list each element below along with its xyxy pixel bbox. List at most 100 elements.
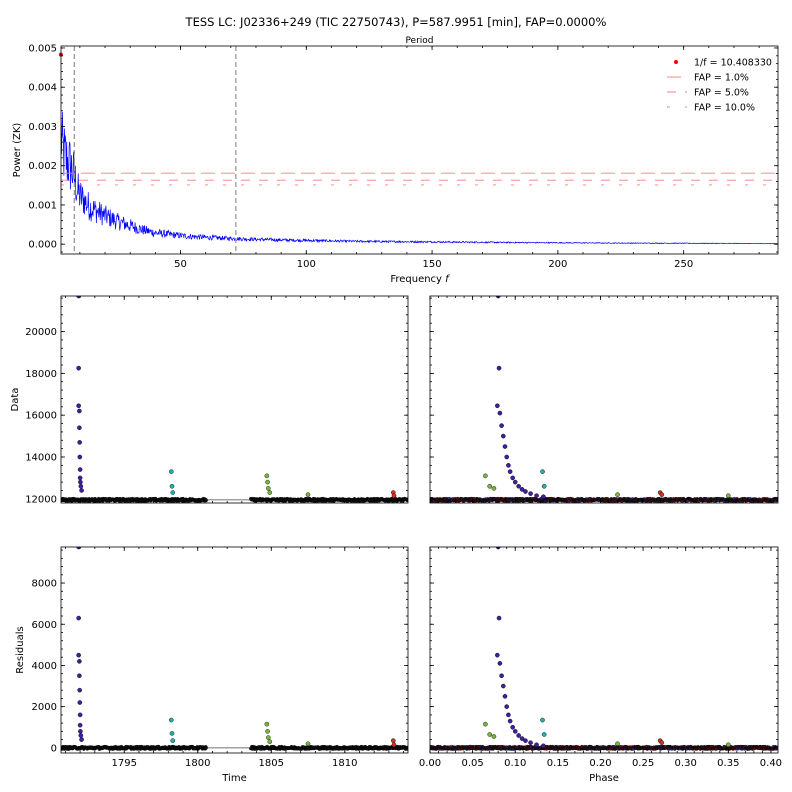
data-point bbox=[491, 486, 497, 491]
data-point bbox=[507, 469, 513, 474]
data-point bbox=[168, 717, 174, 723]
y-axis-label: Data bbox=[10, 388, 21, 412]
data-point bbox=[77, 425, 82, 431]
axes-frame bbox=[429, 546, 779, 754]
x-tick-label: 0.05 bbox=[461, 758, 483, 769]
data-point bbox=[528, 740, 533, 746]
data-point bbox=[77, 408, 82, 414]
data-point bbox=[391, 493, 397, 498]
y-tick-label: 0.000 bbox=[28, 240, 57, 251]
data-point bbox=[77, 454, 83, 460]
x-axis-label: Phase bbox=[589, 773, 619, 784]
data-point bbox=[264, 721, 270, 727]
data-point bbox=[266, 486, 271, 491]
data-point bbox=[502, 444, 508, 449]
data-point bbox=[506, 463, 511, 468]
data-point bbox=[541, 732, 547, 737]
x-tick-label: 150 bbox=[423, 259, 442, 270]
data-point bbox=[76, 652, 81, 658]
y-tick-label: 18000 bbox=[25, 369, 57, 380]
x-tick-label: 1795 bbox=[111, 758, 136, 769]
x-tick-label: 200 bbox=[548, 259, 567, 270]
data-point bbox=[77, 659, 82, 664]
data-point bbox=[76, 296, 81, 299]
x-tick-label: 50 bbox=[174, 259, 187, 270]
x-tick-label: 0.20 bbox=[589, 758, 611, 769]
data-point bbox=[615, 492, 620, 497]
data-point bbox=[541, 483, 547, 489]
data-point bbox=[76, 365, 81, 371]
x-tick-label: 100 bbox=[297, 259, 316, 270]
data-point bbox=[499, 423, 504, 428]
residuals-vs-phase-panel: 0.00 0.05 0.10 0.15 0.20 0.25 0.30 0.35 0.40 Phas… bbox=[419, 546, 782, 784]
data-point bbox=[77, 467, 83, 472]
data-point bbox=[79, 737, 84, 742]
data-point bbox=[78, 483, 84, 489]
data-point bbox=[266, 735, 271, 740]
data-point bbox=[487, 483, 492, 489]
y-tick-label: 16000 bbox=[25, 411, 57, 422]
y-tick-label: 6000 bbox=[32, 620, 57, 631]
plot-area bbox=[430, 547, 778, 751]
x-tick-label: 0.00 bbox=[419, 758, 441, 769]
data-point bbox=[528, 491, 533, 496]
residuals-vs-time-panel: 1795 1800 1805 1810 0 2000 4000 6000 8000 Time Res… bbox=[15, 546, 409, 784]
x-tick-label: 250 bbox=[674, 259, 693, 270]
data-point bbox=[76, 615, 81, 621]
legend: 1/f = 10.408330 FAP = 1.0% FAP = 5.0% FAP =… bbox=[667, 58, 772, 114]
data-point bbox=[267, 739, 273, 744]
data-point bbox=[615, 741, 620, 747]
data-point bbox=[496, 615, 502, 621]
period-axis-label: Period bbox=[405, 36, 433, 46]
x-tick-label: 0.15 bbox=[547, 758, 569, 769]
data-point bbox=[504, 454, 510, 460]
data-point bbox=[77, 440, 82, 445]
data-point bbox=[500, 433, 506, 439]
data-point bbox=[79, 488, 84, 493]
data-point bbox=[78, 479, 83, 485]
y-axis-label: Power (ZK) bbox=[12, 123, 23, 178]
data-point bbox=[516, 483, 521, 489]
x-tick-label: 1800 bbox=[185, 758, 210, 769]
data-point bbox=[391, 742, 397, 748]
legend-entry-2: FAP = 1.0% bbox=[694, 73, 749, 84]
plot-area bbox=[61, 46, 778, 254]
y-tick-label: 0.004 bbox=[28, 83, 57, 94]
data-point bbox=[169, 731, 175, 736]
x-tick-label: 0.25 bbox=[632, 758, 654, 769]
x-tick-label: 0.40 bbox=[760, 758, 782, 769]
data-point bbox=[77, 687, 82, 693]
data-point bbox=[504, 704, 510, 709]
data-point bbox=[483, 721, 488, 727]
data-point bbox=[540, 717, 545, 723]
data-point bbox=[519, 736, 525, 741]
axes-frame bbox=[429, 295, 779, 504]
data-point bbox=[77, 673, 82, 679]
data-point bbox=[77, 722, 83, 728]
baseline-point bbox=[405, 497, 408, 502]
data-point bbox=[500, 683, 506, 689]
x-axis-label: Time bbox=[221, 773, 246, 784]
data-point bbox=[264, 473, 270, 479]
y-tick-label: 20000 bbox=[25, 327, 57, 338]
figure-title: TESS LC: J02336+249 (TIC 22750743), P=58… bbox=[185, 15, 607, 29]
data-point bbox=[534, 493, 539, 498]
data-point bbox=[506, 712, 511, 718]
data-point bbox=[510, 724, 515, 730]
data-vs-phase-panel bbox=[429, 295, 779, 504]
data-point bbox=[487, 732, 492, 737]
data-point bbox=[169, 483, 175, 489]
axes-frame bbox=[60, 295, 409, 504]
y-tick-label: 14000 bbox=[25, 453, 57, 464]
data-point bbox=[659, 740, 665, 746]
data-point bbox=[507, 718, 513, 724]
periodogram-panel: Period 1/f = 10.408330 FAP = 1.0% FAP = 5.0… bbox=[12, 36, 779, 285]
data-point bbox=[305, 492, 311, 497]
data-point bbox=[510, 475, 515, 481]
data-point bbox=[541, 743, 546, 749]
data-point bbox=[726, 742, 731, 748]
x-tick-label: 0.35 bbox=[717, 758, 739, 769]
y-tick-label: 0.001 bbox=[28, 200, 57, 211]
y-tick-label: 0 bbox=[51, 743, 57, 754]
plot-area bbox=[61, 296, 408, 503]
